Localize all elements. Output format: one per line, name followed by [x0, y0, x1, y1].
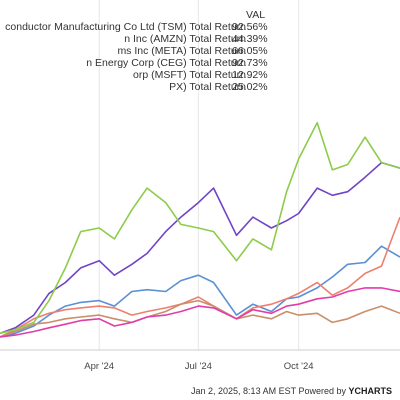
series-line: [0, 121, 400, 335]
legend-series-name: n Energy Corp (CEG) Total Return: [86, 57, 246, 69]
legend-series-value: 92.56%: [232, 21, 268, 33]
legend-series-value: 44.39%: [232, 33, 268, 45]
series-line: [0, 299, 400, 338]
legend-item: orp (MSFT) Total Return 12.92%: [0, 69, 400, 82]
legend-series-name: ms Inc (META) Total Return: [117, 45, 246, 57]
legend-series-value: 66.05%: [232, 45, 268, 57]
footer-brand-logo: YCHARTS: [348, 386, 392, 396]
x-tick-label: Apr '24: [84, 361, 114, 372]
series-line: [0, 161, 400, 335]
footer-timestamp: Jan 2, 2025, 8:13 AM EST: [191, 386, 296, 396]
series-line: [0, 245, 400, 338]
chart-footer: Jan 2, 2025, 8:13 AM EST Powered by YCHA…: [191, 386, 392, 396]
series-lines: [0, 121, 400, 338]
x-tick-label: Jul '24: [185, 361, 212, 372]
x-tick-label: Oct '24: [284, 361, 314, 372]
series-line: [0, 216, 400, 338]
legend-series-value: 92.73%: [232, 57, 268, 69]
series-line: [0, 287, 400, 338]
legend-item: n Inc (AMZN) Total Return 44.39%: [0, 33, 400, 46]
legend-series-name: orp (MSFT) Total Return: [132, 69, 246, 81]
legend-series-name: conductor Manufacturing Co Ltd (TSM) Tot…: [5, 21, 246, 33]
legend-series-name: n Inc (AMZN) Total Return: [124, 33, 246, 45]
grid-lines: [98, 0, 300, 350]
footer-powered-by: Powered by: [298, 386, 346, 396]
legend-item: n Energy Corp (CEG) Total Return 92.73%: [0, 57, 400, 70]
legend-item: conductor Manufacturing Co Ltd (TSM) Tot…: [0, 21, 400, 34]
legend-series-name: PX) Total Return: [169, 81, 246, 93]
legend-header: VAL: [246, 9, 266, 21]
legend-item: ms Inc (META) Total Return 66.05%: [0, 45, 400, 58]
legend-series-value: 25.02%: [232, 81, 268, 93]
legend-item: PX) Total Return 25.02%: [0, 81, 400, 94]
x-axis: Apr '24 Jul '24 Oct '24: [0, 349, 400, 372]
legend-series-value: 12.92%: [232, 69, 268, 81]
